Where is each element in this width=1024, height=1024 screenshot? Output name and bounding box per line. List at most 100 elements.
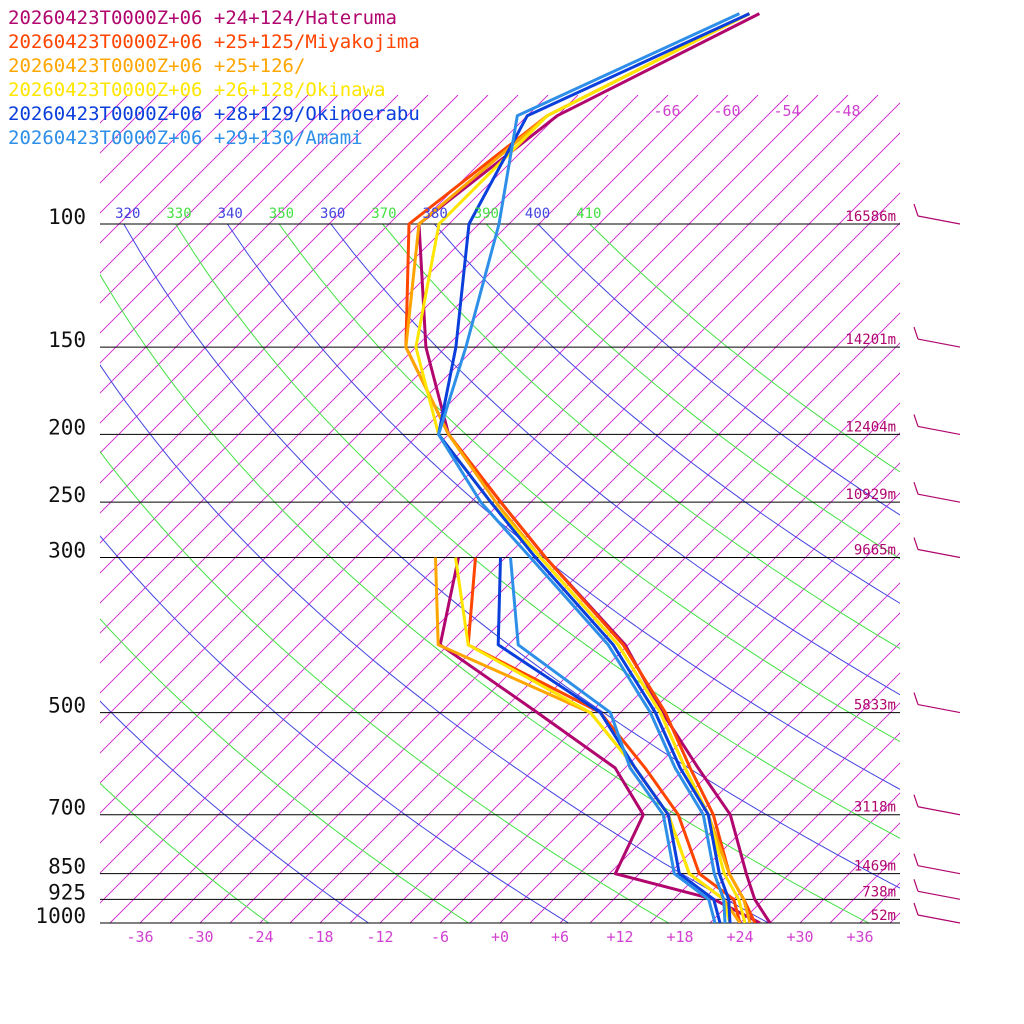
isotherm [169,192,900,923]
temperature-label: +24 [726,928,753,946]
pressure-label: 300 [48,539,86,563]
isotherm [100,95,369,364]
isotherm [739,762,900,923]
temperature-label: -36 [126,928,153,946]
temperature-label: +6 [551,928,569,946]
legend-entry: 20260423T0000Z+06 +26+128/Okinawa [8,79,386,101]
theta-label: 340 [218,206,243,222]
legend-entry: 20260423T0000Z+06 +29+130/Amami [8,127,363,149]
temperature-line [414,12,751,923]
isotherm [100,95,249,244]
isotherm [379,402,900,923]
theta-label: 380 [422,206,447,222]
pressure-label: 850 [48,855,86,879]
temperature-label: -24 [246,928,273,946]
pressure-label: 250 [48,483,86,507]
isotherm [349,372,900,923]
isotherm [100,95,489,484]
theta-label: 410 [576,206,601,222]
isotherm [100,95,639,634]
isotherm [950,95,1024,923]
height-label: 52m [871,908,896,924]
isotherm [100,95,789,784]
isotherm [619,642,900,923]
legend-entry: 20260423T0000Z+06 +25+126/ [8,55,305,77]
isotherm [980,95,1024,923]
wind-barb [913,902,961,924]
isotherm [100,95,429,424]
temperature-label: -12 [366,928,393,946]
dry-adiabat [589,223,900,473]
isotherm [100,95,189,184]
wind-barb [913,414,961,436]
labels: 320 330 340 350 360 370 380 390 400 410 -66 -60 -54 -… [8,7,896,946]
isotherm [100,95,459,454]
dry-adiabat [100,700,370,923]
dry-adiabat [226,223,900,790]
isotherm [139,162,900,923]
isotherm [319,342,900,923]
dry-adiabat [278,223,900,743]
isotherm [100,95,669,664]
isotherm [100,95,399,394]
pressure-label: 100 [48,205,86,229]
isotherm [100,95,819,814]
temperature-label: +0 [491,928,509,946]
pressure-label: 925 [48,880,86,904]
height-label: 738m [862,884,896,900]
theta-label: 360 [320,206,345,222]
dry-adiabat [382,223,900,650]
dewpoint-line [509,557,717,923]
dewpoint-line [496,557,722,923]
isotherm [889,912,900,923]
isotherm [109,132,900,923]
pressure-label: 700 [48,796,86,820]
isotherm-label: -66 [653,102,680,120]
temperature-line [437,12,741,923]
theta-label: 320 [115,206,140,222]
temperature-label: -6 [431,928,449,946]
isotherm [259,282,900,923]
isotherm [199,222,900,923]
temperature-line [437,12,751,923]
isotherm [100,95,519,514]
height-label: 9665m [854,543,896,559]
dry-adiabat [537,223,900,516]
temperature-label: +12 [606,928,633,946]
isotherm [100,95,339,334]
isotherm [100,95,849,844]
isotherm [709,732,900,923]
wind-barb [913,537,961,559]
wind-barb [913,879,961,900]
isotherm [559,582,900,923]
theta-label: 390 [474,206,499,222]
theta-label: 350 [269,206,294,222]
height-label: 10929m [845,487,896,503]
isotherm [100,95,579,574]
isotherm [769,792,900,923]
dry-adiabat [100,450,670,923]
isotherm [0,95,8,923]
dry-adiabat [434,223,900,604]
wind-barb [913,794,961,816]
wind-barb [913,692,961,714]
isotherm-label: -48 [833,102,860,120]
isotherm [439,462,900,923]
legend-entry: 20260423T0000Z+06 +25+125/Miyakojima [8,31,420,53]
isotherm-label: -60 [713,102,740,120]
dry-adiabat [100,782,270,923]
dry-adiabat [485,223,900,560]
isotherm [679,702,900,923]
dewpoint-line [466,557,742,923]
soundings [404,12,772,923]
temperature-label: +18 [666,928,693,946]
isotherm-label: -54 [773,102,800,120]
height-label: 5833m [854,698,896,714]
isotherm [100,95,609,604]
isotherm [100,95,759,754]
isotherm [100,95,879,874]
isotherm [589,612,900,923]
height-label: 14201m [845,332,896,348]
temperature-label: -30 [186,928,213,946]
temperature-label: -18 [306,928,333,946]
